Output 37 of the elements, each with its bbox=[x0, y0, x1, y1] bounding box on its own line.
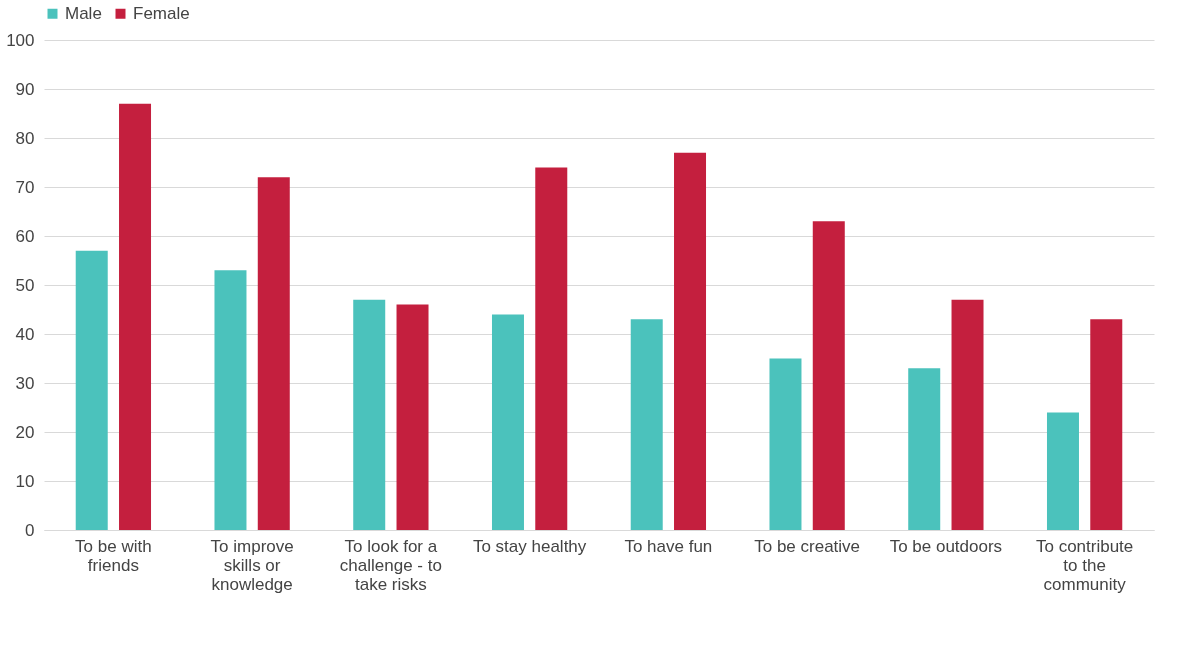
x-tick-label: To look for a challenge - to take risks bbox=[339, 536, 442, 594]
x-tick-label: To be with friends bbox=[75, 536, 152, 575]
bar bbox=[353, 299, 386, 530]
y-tick-label: 10 bbox=[15, 471, 35, 491]
bar bbox=[812, 221, 845, 530]
bar bbox=[674, 152, 707, 530]
bar bbox=[1090, 319, 1123, 530]
y-tick-label: 40 bbox=[15, 324, 35, 344]
bar bbox=[75, 250, 108, 530]
x-tick-label: To stay healthy bbox=[472, 536, 587, 556]
y-tick-label: 70 bbox=[15, 177, 35, 197]
legend-label: Male bbox=[65, 3, 102, 23]
bar bbox=[908, 368, 941, 530]
y-tick-label: 20 bbox=[15, 422, 35, 442]
bar bbox=[214, 270, 247, 530]
x-tick-label: To be creative bbox=[754, 536, 861, 556]
y-tick-label: 30 bbox=[15, 373, 35, 393]
bar bbox=[630, 319, 663, 530]
y-tick-label: 50 bbox=[15, 275, 35, 295]
bar bbox=[951, 299, 984, 530]
bar bbox=[1046, 412, 1079, 530]
x-tick-label: To be outdoors bbox=[889, 536, 1003, 556]
x-tick-label: To contribute to the community bbox=[1035, 536, 1134, 594]
x-tick-label: To have fun bbox=[624, 536, 713, 556]
bar bbox=[535, 167, 568, 530]
y-tick-label: 0 bbox=[25, 520, 35, 540]
y-tick-label: 100 bbox=[6, 30, 35, 50]
bar bbox=[396, 304, 429, 530]
x-tick-label: To improve skills or knowledge bbox=[210, 536, 294, 594]
y-tick-label: 90 bbox=[15, 79, 35, 99]
legend-label: Female bbox=[133, 3, 190, 23]
bar bbox=[491, 314, 524, 530]
bar bbox=[257, 177, 290, 530]
bar bbox=[769, 358, 802, 530]
y-tick-label: 80 bbox=[15, 128, 35, 148]
y-tick-label: 60 bbox=[15, 226, 35, 246]
bar bbox=[119, 103, 152, 530]
